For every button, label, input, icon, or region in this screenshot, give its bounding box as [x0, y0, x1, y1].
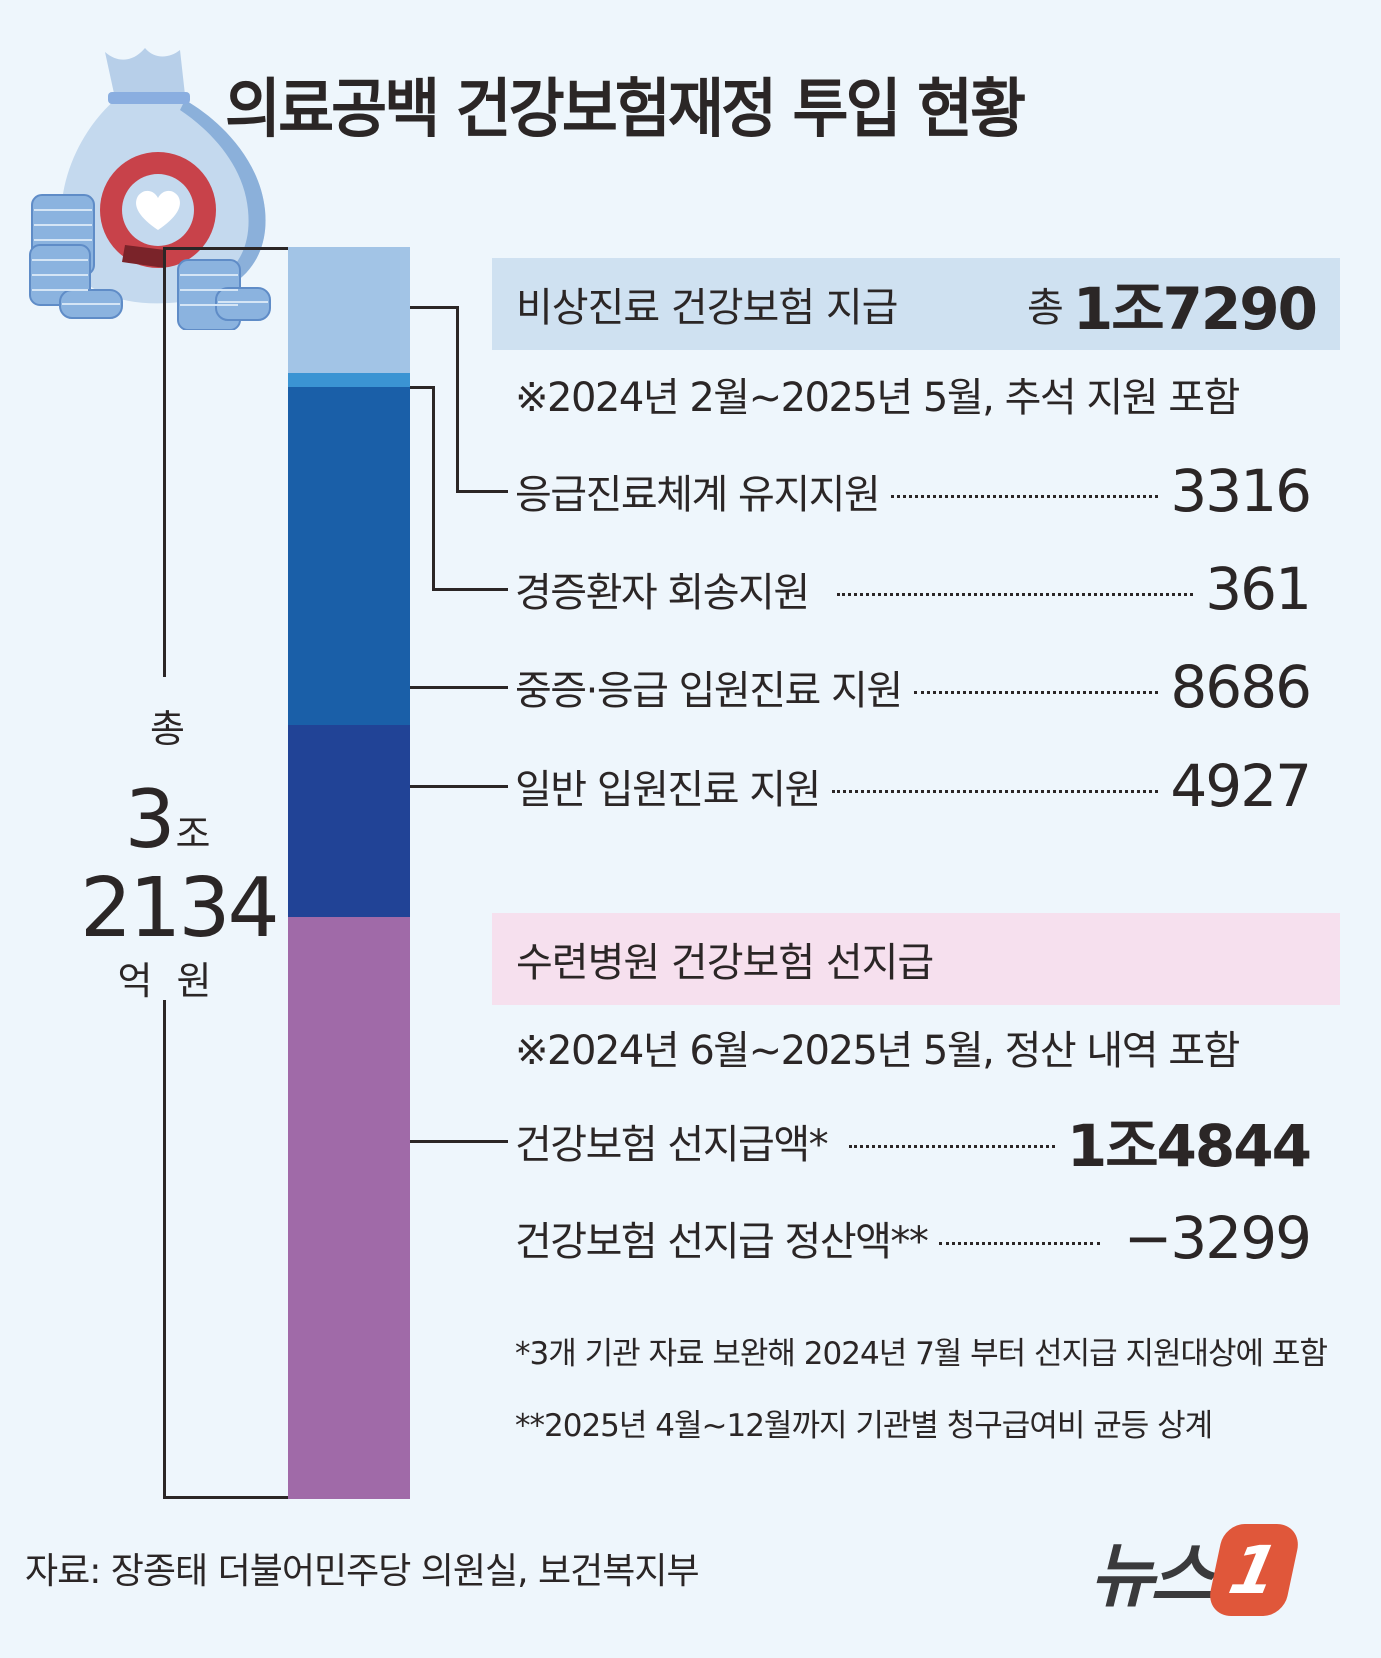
section-emergency-total-prefix: 총: [1027, 285, 1064, 331]
footnote-2: **2025년 4월~12월까지 기관별 청구급여비 균등 상계: [515, 1408, 1213, 1444]
bar-segment-advance-payment: [288, 917, 410, 1499]
total-jo-number: 3: [124, 773, 176, 866]
total-jo: 3조: [80, 780, 255, 860]
bar-segment-emergency-system: [288, 247, 410, 373]
item-value: 1조4844: [1066, 1112, 1312, 1180]
footnote-1: *3개 기관 자료 보완해 2024년 7월 부터 선지급 지원대상에 포함: [515, 1336, 1328, 1372]
section-emergency-note: ※2024년 2월~2025년 5월, 추석 지원 포함: [515, 375, 1240, 421]
item-value: 4927: [1170, 752, 1312, 820]
item-row: 중증·응급 입원진료 지원 8686: [515, 652, 1312, 722]
connector-general-inpatient: [410, 785, 508, 788]
total-bracket-upper: [163, 247, 166, 677]
item-label: 응급진료체계 유지지원: [515, 472, 881, 518]
item-label: 중증·응급 입원진료 지원: [515, 668, 903, 714]
total-bracket-lower: [163, 1000, 166, 1499]
item-row: 일반 입원진료 지원 4927: [515, 751, 1312, 821]
item-label: 건강보험 선지급액*: [515, 1122, 829, 1168]
money-bag-icon: [29, 48, 271, 330]
source-credit: 자료: 장종태 더불어민주당 의원실, 보건복지부: [25, 1551, 700, 1592]
section-emergency-title: 비상진료 건강보험 지급: [516, 285, 898, 331]
dotted-leader: [939, 1241, 1100, 1245]
logo-badge-number: 1: [1222, 1531, 1285, 1609]
chart-title: 의료공백 건강보험재정 투입 현황: [225, 73, 1026, 147]
dotted-leader: [831, 789, 1159, 793]
bar-segment-general-inpatient: [288, 725, 410, 917]
total-prefix: 총: [150, 707, 185, 751]
news1-logo: 뉴스 1: [1090, 1520, 1345, 1620]
dotted-leader: [849, 1144, 1055, 1148]
section-emergency-total-value: 1조7290: [1072, 275, 1318, 343]
total-jo-unit: 조: [175, 812, 211, 856]
item-label: 경증환자 회송지원: [515, 570, 810, 616]
item-row: 건강보험 선지급 정산액** −3299: [515, 1203, 1312, 1273]
item-row: 경증환자 회송지원 361: [515, 554, 1312, 624]
section-training-header: 수련병원 건강보험 선지급: [492, 913, 1340, 1005]
section-emergency-header: 비상진료 건강보험 지급 총 1조7290: [492, 258, 1340, 350]
connector-severe-inpatient: [410, 686, 508, 689]
total-rest: 2134: [80, 861, 280, 956]
dotted-leader: [836, 592, 1194, 596]
connector-emergency-system-h2: [456, 490, 508, 493]
dotted-leader: [913, 690, 1159, 694]
section-training-title: 수련병원 건강보험 선지급: [516, 940, 934, 986]
connector-mild-transfer-h1: [410, 386, 434, 389]
total-bracket-bottom: [163, 1496, 288, 1499]
total-bracket-top: [163, 247, 288, 250]
logo-badge: 1: [1205, 1524, 1303, 1616]
bar-segment-mild-transfer: [288, 373, 410, 387]
connector-emergency-system-v: [456, 306, 459, 492]
connector-emergency-system-h1: [410, 306, 458, 309]
item-row: 응급진료체계 유지지원 3316: [515, 456, 1312, 526]
item-value: −3299: [1123, 1204, 1312, 1272]
item-label: 건강보험 선지급 정산액**: [515, 1219, 929, 1265]
dotted-leader: [891, 494, 1159, 498]
item-value: 3316: [1170, 457, 1312, 525]
total-unit: 억 원: [117, 959, 218, 1003]
item-value: 8686: [1170, 653, 1312, 721]
bar-segment-severe-inpatient: [288, 387, 410, 725]
item-row: 건강보험 선지급액* 1조4844: [515, 1106, 1312, 1180]
logo-text: 뉴스: [1090, 1534, 1215, 1617]
connector-mild-transfer-v: [432, 386, 435, 590]
item-label: 일반 입원진료 지원: [515, 767, 821, 813]
connector-mild-transfer-h2: [432, 588, 508, 591]
connector-advance-payment: [410, 1140, 508, 1143]
stacked-bar: [288, 247, 410, 1499]
item-value: 361: [1205, 555, 1312, 623]
section-training-note: ※2024년 6월~2025년 5월, 정산 내역 포함: [515, 1028, 1240, 1074]
